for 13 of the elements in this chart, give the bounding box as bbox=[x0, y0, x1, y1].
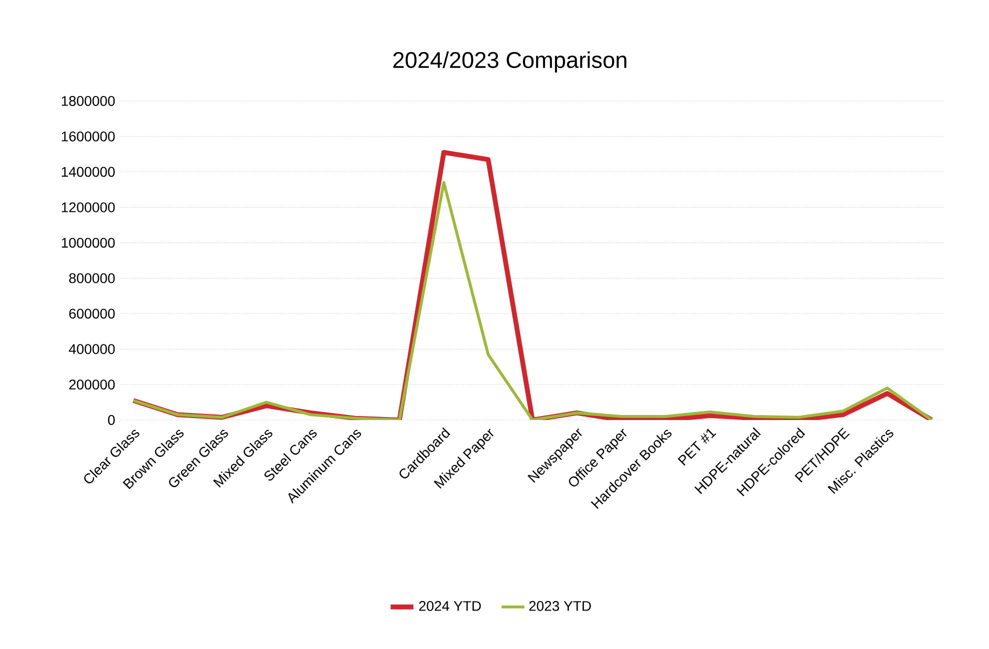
y-tick-label: 200000 bbox=[69, 380, 115, 390]
y-tick-label: 600000 bbox=[69, 308, 115, 319]
y-tick-label: 1000000 bbox=[62, 238, 115, 248]
y-tick-label: 1600000 bbox=[62, 131, 115, 142]
legend-label: 2024 YTD bbox=[419, 601, 481, 611]
y-tick-label: 800000 bbox=[69, 273, 115, 284]
y-tick-label: 400000 bbox=[68, 344, 115, 354]
y-tick-label: 0 bbox=[108, 415, 115, 425]
chart-title: 2024/2023 Comparison bbox=[393, 51, 626, 73]
y-tick-label: 1200000 bbox=[62, 202, 115, 212]
y-tick-label: 1400000 bbox=[62, 166, 115, 177]
legend-label: 2023 YTD bbox=[529, 601, 591, 611]
y-tick-label: 1800000 bbox=[62, 96, 115, 106]
